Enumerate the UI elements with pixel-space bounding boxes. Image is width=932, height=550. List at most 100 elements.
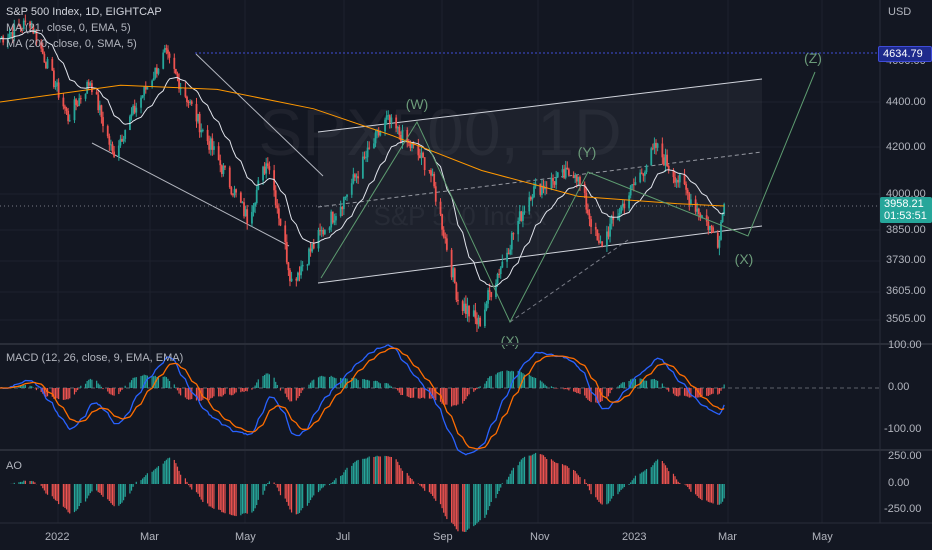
ao-hist-bar xyxy=(241,484,244,514)
candle-body xyxy=(528,197,531,212)
ao-hist-bar xyxy=(362,458,364,484)
candle-body xyxy=(306,264,309,266)
ao-hist-bar xyxy=(243,484,245,514)
macd-hist-bar xyxy=(96,380,98,388)
macd-hist-bar xyxy=(210,388,212,399)
macd-hist-bar xyxy=(162,376,164,388)
candle-body xyxy=(219,160,222,166)
candle-body xyxy=(162,52,165,69)
time-axis-label: 2022 xyxy=(45,531,70,543)
ao-hist-bar xyxy=(111,484,114,505)
macd-hist-bar xyxy=(400,388,402,396)
candle-body xyxy=(122,138,125,142)
candle-body xyxy=(674,177,676,183)
ao-hist-bar xyxy=(140,480,142,484)
ao-hist-bar xyxy=(246,484,248,514)
ao-hist-bar xyxy=(706,484,708,501)
symbol-title[interactable]: S&P 500 Index, 1D, EIGHTCAP xyxy=(6,6,162,18)
candle-body xyxy=(479,317,482,327)
macd-hist-bar xyxy=(699,388,701,398)
ao-hist-bar xyxy=(245,484,247,514)
channel-upper-line[interactable] xyxy=(317,78,763,133)
macd-hist-bar xyxy=(607,388,610,397)
ma21-legend[interactable]: MA (21, close, 0, EMA, 5) xyxy=(6,22,131,34)
ao-hist-bar xyxy=(685,484,687,486)
macd-hist-bar xyxy=(319,376,321,388)
ao-panel-title[interactable]: AO xyxy=(6,460,22,472)
candle-body xyxy=(32,25,35,34)
ao-hist-bar xyxy=(167,458,169,484)
ao-hist-bar xyxy=(531,454,534,484)
macd-hist-bar xyxy=(335,378,337,388)
ao-hist-bar xyxy=(457,484,459,532)
elliott-wave-path[interactable] xyxy=(320,71,816,324)
ao-hist-bar xyxy=(663,463,665,484)
ao-hist-bar xyxy=(588,484,591,491)
macd-hist-bar xyxy=(501,371,503,388)
candle-body xyxy=(707,221,710,230)
candle-body xyxy=(179,87,182,90)
macd-hist-bar xyxy=(462,388,464,404)
ao-hist-bar xyxy=(341,475,343,484)
ao-hist-bar xyxy=(290,484,293,513)
ma200-legend[interactable]: MA (200, close, 0, SMA, 5) xyxy=(6,38,137,50)
ao-hist-bar xyxy=(309,484,312,501)
ao-hist-bar xyxy=(506,479,508,484)
ao-hist-bar xyxy=(346,467,348,484)
macd-hist-bar xyxy=(354,377,356,388)
candle-body xyxy=(289,270,291,282)
candle-body xyxy=(417,145,420,156)
macd-hist-bar xyxy=(286,388,288,398)
macd-hist-bar xyxy=(707,388,709,396)
trend-line-left-lower[interactable] xyxy=(91,142,290,247)
channel-lower-line[interactable] xyxy=(317,225,763,284)
macd-hist-bar xyxy=(584,388,586,396)
macd-hist-bar xyxy=(230,388,232,396)
macd-panel-title[interactable]: MACD (12, 26, close, 9, EMA, EMA) xyxy=(6,352,184,364)
current-price-tag[interactable]: 3958.21 01:53:51 xyxy=(880,197,932,223)
candle-body xyxy=(650,148,653,166)
macd-hist-bar xyxy=(444,388,446,405)
candle-body xyxy=(596,229,599,241)
macd-hist-bar xyxy=(43,388,45,396)
candle-body xyxy=(341,206,344,210)
candle-body xyxy=(252,206,255,212)
ao-hist-bar xyxy=(118,484,120,506)
macd-hist-bar xyxy=(544,384,546,388)
ao-hist-bar xyxy=(565,465,567,484)
ao-hist-bar xyxy=(650,467,652,484)
ao-hist-bar xyxy=(254,484,256,509)
candle-body xyxy=(176,73,179,79)
candle-body xyxy=(100,105,103,118)
ao-hist-bar xyxy=(197,484,199,494)
macd-hist-bar xyxy=(313,379,315,388)
ao-hist-bar xyxy=(322,484,324,488)
candle-body xyxy=(461,301,464,312)
candle-body xyxy=(132,105,135,114)
ao-hist-bar xyxy=(102,484,104,497)
macd-hist-bar xyxy=(528,374,530,388)
ao-hist-bar xyxy=(463,484,465,532)
macd-hist-bar xyxy=(165,377,167,388)
macd-hist-bar xyxy=(408,388,410,398)
candle-body xyxy=(689,199,692,204)
ao-hist-bar xyxy=(96,484,98,491)
candle-body xyxy=(157,68,160,74)
ema21-line xyxy=(0,30,725,287)
ao-hist-bar xyxy=(351,465,353,484)
ao-hist-bar xyxy=(495,484,497,499)
level-price-tag[interactable]: 4634.79 xyxy=(878,46,932,62)
macd-hist-bar xyxy=(523,374,526,388)
macd-hist-bar xyxy=(566,388,568,390)
macd-hist-bar xyxy=(641,378,643,388)
ao-hist-bar xyxy=(206,484,209,504)
ao-hist-bar xyxy=(78,484,80,507)
trend-line-left-upper[interactable] xyxy=(195,53,324,177)
macd-hist-bar xyxy=(173,384,175,388)
candle-body xyxy=(151,80,154,87)
macd-hist-bar xyxy=(401,388,404,396)
ao-hist-bar xyxy=(485,484,488,515)
candle-body xyxy=(277,208,280,219)
macd-hist-bar xyxy=(574,388,576,393)
